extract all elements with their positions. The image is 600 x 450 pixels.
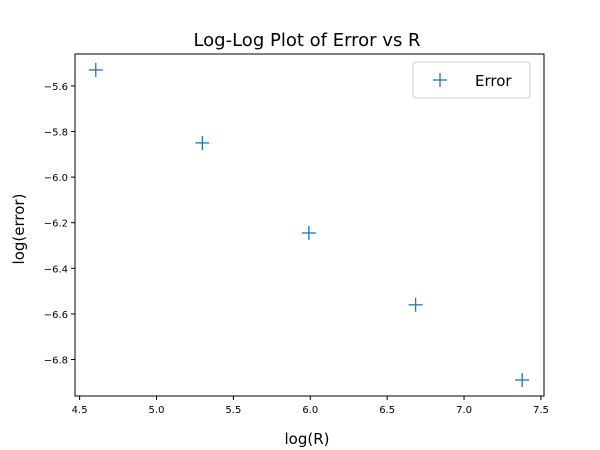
x-axis-label: log(R) [285,430,330,448]
x-axis: 4.5 5.0 5.5 6.0 6.5 7.0 7.5 [72,396,549,416]
y-tick-label: −5.6 [44,82,68,93]
y-tick-label: −6.2 [44,219,68,230]
legend-box [412,61,531,99]
data-point [88,62,103,77]
y-tick-label: −6.6 [44,310,68,321]
x-tick-label: 4.5 [72,405,88,416]
data-point [515,373,530,388]
x-tick-label: 7.0 [456,405,472,416]
chart-title: Log-Log Plot of Error vs R [193,30,420,51]
x-tick-label: 5.5 [225,405,241,416]
y-axis-label: log(error) [10,194,28,265]
y-tick-label: −6.0 [44,173,68,184]
y-tick-label: −6.8 [44,356,68,367]
y-tick-label: −5.8 [44,128,68,139]
x-tick-label: 7.5 [533,405,549,416]
y-tick-label: −6.4 [44,264,68,275]
x-tick-label: 6.5 [379,405,395,416]
data-points [88,62,530,388]
data-point [195,135,210,150]
x-tick-label: 6.0 [302,405,318,416]
plot-area [74,53,545,397]
y-axis: −5.6 −5.8 −6.0 −6.2 −6.4 −6.6 −6.8 [44,82,75,367]
legend-label: Error [475,72,512,90]
legend: Error [412,61,531,99]
legend-marker-plus [433,73,447,87]
x-tick-label: 5.0 [149,405,165,416]
legend-marker [433,73,447,87]
data-point [301,225,316,240]
data-point [408,297,423,312]
